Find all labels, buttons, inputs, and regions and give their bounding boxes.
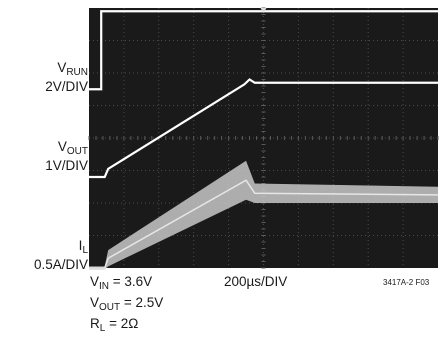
condition-vout: VOUT = 2.5V xyxy=(90,295,164,313)
il-trace xyxy=(89,179,439,269)
vout-label: VOUT 1V/DIV xyxy=(45,139,88,173)
trigger-marker xyxy=(260,8,267,13)
vrun-label: VRUN 2V/DIV xyxy=(45,60,88,94)
il-label: IL 0.5A/DIV xyxy=(33,238,88,272)
conditions-block: VIN = 3.6V VOUT = 2.5V RL = 2Ω xyxy=(90,274,163,337)
il-ripple-band xyxy=(89,160,438,270)
vout-trace xyxy=(89,78,438,179)
vrun-trace xyxy=(89,10,438,91)
condition-vin: VIN = 3.6V xyxy=(90,274,153,292)
condition-rl: RL = 2Ω xyxy=(90,316,139,334)
figure-code: 3417A-2 F03 xyxy=(383,278,430,287)
timebase-label: 200µs/DIV xyxy=(224,274,288,289)
